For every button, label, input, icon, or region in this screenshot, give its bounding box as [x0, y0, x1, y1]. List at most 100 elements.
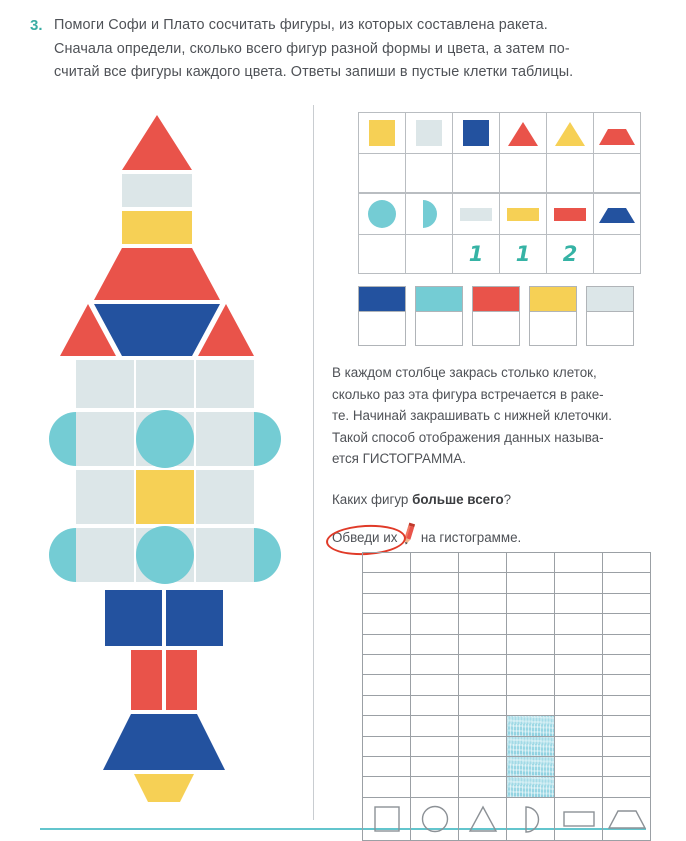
histogram-cell[interactable]: [506, 613, 555, 635]
swatch-blue[interactable]: [358, 286, 406, 346]
histogram-cell[interactable]: [410, 776, 459, 798]
histogram-cell[interactable]: [458, 674, 507, 696]
histogram-cell[interactable]: [362, 633, 411, 655]
histogram-cell[interactable]: [410, 613, 459, 635]
histogram-cell[interactable]: [602, 755, 651, 778]
histogram-cell[interactable]: [362, 755, 411, 778]
histogram-cell[interactable]: [506, 653, 555, 676]
histogram-cell[interactable]: [410, 633, 459, 655]
histogram-cell[interactable]: [458, 633, 507, 655]
histogram-cell[interactable]: [602, 613, 651, 635]
histogram-cell[interactable]: [362, 674, 411, 696]
histogram-cell[interactable]: [410, 694, 459, 717]
histogram-cell[interactable]: [362, 694, 411, 717]
answer-cell[interactable]: 2: [546, 234, 594, 274]
histogram-cell[interactable]: [458, 776, 507, 798]
answer-cell[interactable]: [405, 153, 453, 193]
histogram-cell[interactable]: [458, 694, 507, 717]
answer-cell[interactable]: [452, 153, 500, 193]
histogram-row: [362, 715, 651, 737]
answer-cell[interactable]: [593, 153, 641, 193]
histogram-cell[interactable]: [458, 551, 507, 574]
histogram-cell[interactable]: [554, 613, 603, 635]
swatch-answer-cell[interactable]: [473, 311, 519, 345]
swatch-yellow[interactable]: [529, 286, 577, 346]
table-row-answers: 1 1 2: [358, 234, 641, 274]
swatch-answer-cell[interactable]: [530, 311, 576, 345]
histogram-cell[interactable]: [410, 715, 459, 737]
histogram-cell[interactable]: [602, 572, 651, 594]
histogram-cell-filled[interactable]: [506, 776, 555, 798]
histogram-cell[interactable]: [602, 735, 651, 757]
answer-cell[interactable]: [358, 153, 406, 193]
histogram-cell[interactable]: [554, 694, 603, 717]
histogram-cell[interactable]: [362, 735, 411, 757]
answer-cell[interactable]: [593, 234, 641, 274]
answer-cell[interactable]: [405, 234, 453, 274]
histogram-cell[interactable]: [602, 776, 651, 798]
swatch-answer-cell[interactable]: [359, 311, 405, 345]
histogram-cell[interactable]: [506, 694, 555, 717]
histogram-cell[interactable]: [602, 592, 651, 615]
histogram-cell[interactable]: [410, 572, 459, 594]
axis-cell-square: [362, 796, 411, 841]
histogram-cell[interactable]: [554, 715, 603, 737]
histogram-cell[interactable]: [554, 551, 603, 574]
histogram-cell[interactable]: [362, 715, 411, 737]
histogram-cell[interactable]: [506, 551, 555, 574]
histogram-cell[interactable]: [602, 715, 651, 737]
histogram-cell[interactable]: [410, 735, 459, 757]
histogram-cell[interactable]: [362, 551, 411, 574]
histogram-cell[interactable]: [554, 674, 603, 696]
histogram-cell[interactable]: [410, 551, 459, 574]
histogram-cell[interactable]: [506, 572, 555, 594]
swatch-red[interactable]: [472, 286, 520, 346]
histogram-cell[interactable]: [362, 592, 411, 615]
histogram-cell[interactable]: [554, 755, 603, 778]
histogram-cell[interactable]: [554, 572, 603, 594]
histogram-cell-filled[interactable]: [506, 715, 555, 737]
histogram-cell[interactable]: [554, 653, 603, 676]
histogram-cell[interactable]: [458, 572, 507, 594]
histogram-cell[interactable]: [410, 653, 459, 676]
histogram-cell[interactable]: [458, 755, 507, 778]
histogram-cell[interactable]: [506, 633, 555, 655]
answer-cell[interactable]: [358, 234, 406, 274]
histogram-cell[interactable]: [602, 674, 651, 696]
blue-square-icon: [463, 120, 489, 146]
histogram-cell[interactable]: [362, 776, 411, 798]
histogram-cell[interactable]: [602, 653, 651, 676]
histogram-cell[interactable]: [554, 633, 603, 655]
histogram-cell[interactable]: [602, 633, 651, 655]
histogram-cell[interactable]: [362, 613, 411, 635]
histogram-cell[interactable]: [506, 674, 555, 696]
histogram-cell[interactable]: [554, 735, 603, 757]
answer-cell[interactable]: [546, 153, 594, 193]
histogram-axis-row: [362, 796, 651, 841]
swatch-gray[interactable]: [586, 286, 634, 346]
histogram-cell[interactable]: [410, 674, 459, 696]
histogram-cell[interactable]: [458, 592, 507, 615]
histogram-cell[interactable]: [410, 592, 459, 615]
histogram-cell[interactable]: [554, 776, 603, 798]
swatch-teal[interactable]: [415, 286, 463, 346]
histogram-cell[interactable]: [410, 755, 459, 778]
histogram-cell[interactable]: [458, 715, 507, 737]
swatch-answer-cell[interactable]: [416, 311, 462, 345]
answer-cell[interactable]: [499, 153, 547, 193]
histogram-cell[interactable]: [362, 572, 411, 594]
histogram-cell-filled[interactable]: [506, 735, 555, 757]
histogram-cell[interactable]: [458, 735, 507, 757]
histogram-cell[interactable]: [506, 592, 555, 615]
histogram-cell[interactable]: [602, 551, 651, 574]
histogram-cell[interactable]: [458, 613, 507, 635]
histogram-cell[interactable]: [602, 694, 651, 717]
answer-cell[interactable]: 1: [499, 234, 547, 274]
histogram-cell-filled[interactable]: [506, 755, 555, 778]
histogram-cell[interactable]: [362, 653, 411, 676]
swatch-answer-cell[interactable]: [587, 311, 633, 345]
histogram-cell[interactable]: [458, 653, 507, 676]
answer-cell[interactable]: 1: [452, 234, 500, 274]
histogram-cell[interactable]: [554, 592, 603, 615]
instruction-line-4: Такой способ отображения данных называ-: [332, 429, 604, 445]
